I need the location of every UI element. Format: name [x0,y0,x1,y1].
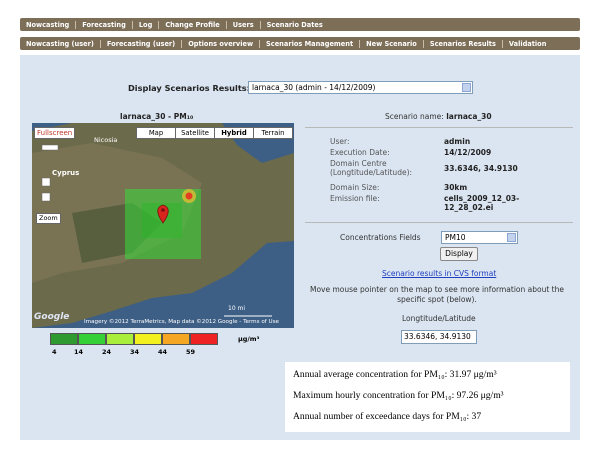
nav-item[interactable]: Validation [508,39,547,48]
scenario-select[interactable]: larnaca_30 (admin - 14/12/2009) [248,81,473,94]
hint-text: Move mouse pointer on the map to see mor… [310,285,564,304]
legend-swatch [106,333,134,345]
display-button[interactable]: Display [440,247,478,261]
fields-value: PM10 [445,233,466,242]
detail-label: User: [330,137,350,146]
primary-nav: Nowcasting Forecasting Log Change Profile Us… [20,18,580,31]
detail-label: Emission file: [330,194,380,203]
legend-swatch [162,333,190,345]
coords-label: Longtitude/Latitude [402,314,476,323]
detail-value: cells_2009_12_03-12_28_02.ei [444,194,520,212]
selector-label: Display Scenarios Results: [128,83,250,93]
nav-item[interactable]: Scenarios Results [424,39,503,48]
scenario-label-text: Scenario name: [385,112,444,121]
scenario-label: Scenario name: larnaca_30 [385,112,492,121]
hotspot-core [185,192,193,200]
zoom-out[interactable] [41,192,51,202]
nav-item[interactable]: Change Profile [159,20,227,29]
map-attribution[interactable]: Imagery ©2012 TerraMetrics, Map data ©20… [84,319,279,325]
select-arrow [507,233,516,242]
nav-item[interactable]: Log [133,20,160,29]
map-type-button[interactable]: Terrain [253,127,293,139]
color-legend: 4 14 24 34 44 59 μg/m³ [50,333,295,361]
nav-item[interactable]: Users [227,20,261,29]
legend-swatch [78,333,106,345]
map-type-button[interactable]: Map [136,127,176,139]
detail-value: 30km [444,183,468,192]
place-label: Nicosia [94,136,118,144]
nav-item[interactable]: Nowcasting [20,20,77,29]
detail-label: Domain Centre (Longtitude/Latitude): [330,159,413,177]
nav-item[interactable]: Scenarios Management [260,39,361,48]
fields-label: Concentrations Fields [340,233,421,242]
marker-pin[interactable] [157,204,169,224]
map-type-button[interactable]: Hybrid [214,127,254,139]
map[interactable]: Fullscreen Zoom Nicosia Cyprus 10 mi Goo… [32,123,294,328]
fields-select[interactable]: PM10 [441,231,518,244]
zoom-box[interactable]: Zoom [36,213,61,224]
nav-item[interactable]: Forecasting [76,20,133,29]
legend-swatch [50,333,78,345]
summary-box: Annual average concentration for PM₁₀: 3… [285,362,570,432]
detail-label: Execution Date: [330,148,390,157]
fullscreen-button[interactable]: Fullscreen [34,127,76,139]
legend-tick-label: 59 [186,348,196,356]
map-logo: Google [34,312,70,322]
nav-item[interactable]: Nowcasting (user) [20,39,101,48]
select-arrow [462,83,471,92]
marker-dot [161,208,165,212]
summary-line: Maximum hourly concentration for PM₁₀: 9… [293,390,504,401]
legend-tick-label: 24 [102,348,112,356]
map-imagery [32,123,294,328]
pan-control[interactable] [41,144,59,151]
legend-tick-label: 4 [52,348,57,356]
detail-value: 14/12/2009 [444,148,492,157]
map-type-button[interactable]: Satellite [175,127,215,139]
legend-unit: μg/m³ [238,335,260,343]
secondary-nav: Nowcasting (user) Forecasting (user) Optio… [20,37,580,50]
scenario-name: larnaca_30 [446,112,492,121]
legend-swatch [190,333,218,345]
separator [305,127,573,128]
map-title: larnaca_30 - PM₁₀ [120,112,194,121]
nav-item[interactable]: Scenario Dates [266,20,323,29]
scale-label: 10 mi [228,305,246,312]
content-panel: Display Scenarios Results: larnaca_30 (a… [20,55,580,440]
place-label: Cyprus [52,169,80,177]
detail-label: Domain Size: [330,183,380,192]
nav-item[interactable]: Options overview [182,39,261,48]
nav-item[interactable]: Forecasting (user) [101,39,183,48]
legend-swatch [134,333,162,345]
legend-tick-label: 14 [74,348,84,356]
separator [305,222,573,223]
csv-link[interactable]: Scenario results in CVS format [382,269,497,278]
detail-value: 33.6346, 34.9130 [444,164,518,173]
zoom-in[interactable] [41,177,51,187]
legend-tick-label: 44 [158,348,168,356]
select-value: larnaca_30 (admin - 14/12/2009) [252,83,376,92]
coords-input[interactable]: 33.6346, 34.9130 [401,330,477,344]
nav-item[interactable]: New Scenario [360,39,424,48]
detail-value: admin [444,137,471,146]
summary-line: Annual number of exceedance days for PM₁… [293,411,482,422]
legend-tick-label: 34 [130,348,140,356]
summary-line: Annual average concentration for PM₁₀: 3… [293,369,497,380]
